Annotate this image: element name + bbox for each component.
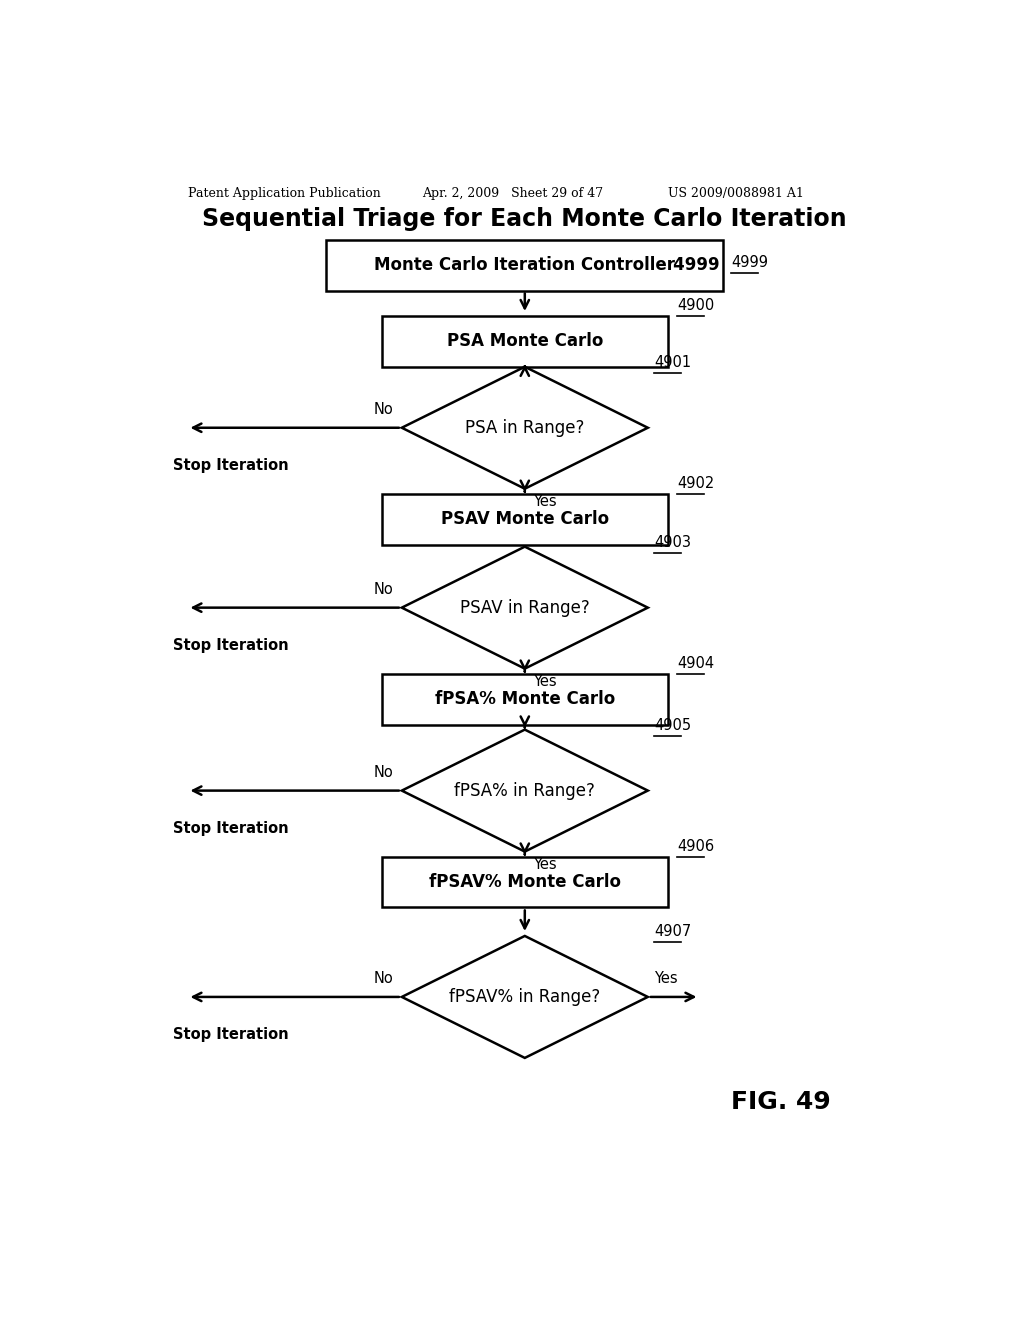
Text: Apr. 2, 2009   Sheet 29 of 47: Apr. 2, 2009 Sheet 29 of 47: [422, 187, 603, 201]
Text: Yes: Yes: [532, 857, 556, 871]
Text: PSAV Monte Carlo: PSAV Monte Carlo: [440, 511, 609, 528]
Polygon shape: [401, 367, 648, 488]
Text: PSAV in Range?: PSAV in Range?: [460, 599, 590, 616]
Text: 4905: 4905: [654, 718, 691, 733]
Text: Sequential Triage for Each Monte Carlo Iteration: Sequential Triage for Each Monte Carlo I…: [203, 207, 847, 231]
Text: fPSAV% Monte Carlo: fPSAV% Monte Carlo: [429, 873, 621, 891]
Text: fPSA% Monte Carlo: fPSA% Monte Carlo: [434, 690, 615, 708]
Polygon shape: [401, 936, 648, 1057]
Text: 4999: 4999: [649, 256, 719, 275]
Text: Stop Iteration: Stop Iteration: [173, 1027, 289, 1043]
Text: 4906: 4906: [677, 838, 715, 854]
Text: US 2009/0088981 A1: US 2009/0088981 A1: [668, 187, 804, 201]
Text: Yes: Yes: [532, 494, 556, 508]
Text: Monte Carlo Iteration Controller: Monte Carlo Iteration Controller: [375, 256, 675, 275]
Text: No: No: [374, 403, 394, 417]
Text: 4901: 4901: [654, 355, 691, 370]
Text: 4902: 4902: [677, 475, 715, 491]
Text: No: No: [374, 764, 394, 780]
Polygon shape: [401, 546, 648, 669]
Polygon shape: [401, 730, 648, 851]
Text: 4903: 4903: [654, 535, 691, 549]
Text: No: No: [374, 582, 394, 597]
Text: Stop Iteration: Stop Iteration: [173, 458, 289, 474]
Text: Stop Iteration: Stop Iteration: [173, 638, 289, 653]
Text: Yes: Yes: [654, 972, 678, 986]
Text: fPSAV% in Range?: fPSAV% in Range?: [450, 987, 600, 1006]
Text: PSA Monte Carlo: PSA Monte Carlo: [446, 333, 603, 350]
Text: 4907: 4907: [654, 924, 691, 939]
Bar: [382, 494, 668, 545]
Text: No: No: [374, 972, 394, 986]
Text: 4999: 4999: [731, 255, 768, 271]
Bar: [382, 857, 668, 907]
Text: Patent Application Publication: Patent Application Publication: [187, 187, 380, 201]
Text: 4904: 4904: [677, 656, 715, 671]
Text: 4900: 4900: [677, 298, 715, 313]
Text: Yes: Yes: [532, 673, 556, 689]
Bar: [382, 315, 668, 367]
Text: PSA in Range?: PSA in Range?: [465, 418, 585, 437]
Bar: [327, 240, 723, 290]
Text: Stop Iteration: Stop Iteration: [173, 821, 289, 836]
Bar: [382, 673, 668, 725]
Text: FIG. 49: FIG. 49: [731, 1090, 830, 1114]
Text: fPSA% in Range?: fPSA% in Range?: [455, 781, 595, 800]
